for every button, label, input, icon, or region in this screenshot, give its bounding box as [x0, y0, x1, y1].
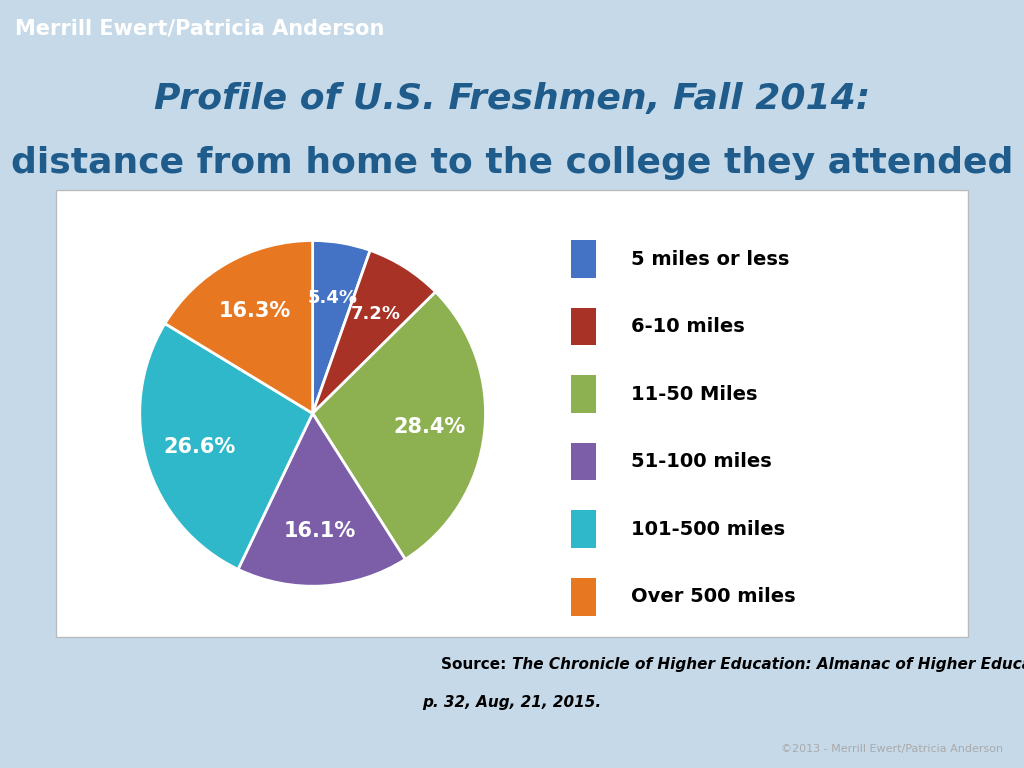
Text: distance from home to the college they attended: distance from home to the college they a… [11, 146, 1013, 180]
FancyBboxPatch shape [570, 240, 596, 278]
FancyBboxPatch shape [570, 308, 596, 346]
FancyBboxPatch shape [570, 376, 596, 413]
Text: 28.4%: 28.4% [393, 416, 466, 437]
Text: 11-50 Miles: 11-50 Miles [631, 385, 758, 404]
Text: 6-10 miles: 6-10 miles [631, 317, 744, 336]
FancyBboxPatch shape [570, 511, 596, 548]
Wedge shape [312, 240, 370, 413]
Text: 101-500 miles: 101-500 miles [631, 520, 785, 538]
Wedge shape [165, 240, 312, 413]
FancyBboxPatch shape [56, 190, 968, 637]
Wedge shape [139, 323, 312, 569]
Text: Profile of U.S. Freshmen, Fall 2014:: Profile of U.S. Freshmen, Fall 2014: [154, 81, 870, 116]
Text: 51-100 miles: 51-100 miles [631, 452, 772, 472]
Text: 5 miles or less: 5 miles or less [631, 250, 790, 269]
Wedge shape [312, 292, 485, 559]
Text: ©2013 - Merrill Ewert/Patricia Anderson: ©2013 - Merrill Ewert/Patricia Anderson [781, 743, 1004, 754]
Text: Merrill Ewert/Patricia Anderson: Merrill Ewert/Patricia Anderson [15, 18, 385, 38]
FancyBboxPatch shape [570, 443, 596, 481]
Text: 26.6%: 26.6% [164, 437, 237, 457]
Text: Source:: Source: [441, 657, 512, 671]
FancyBboxPatch shape [570, 578, 596, 615]
Text: 16.1%: 16.1% [284, 521, 355, 541]
Text: 16.3%: 16.3% [219, 301, 291, 321]
Text: 7.2%: 7.2% [350, 305, 400, 323]
Text: Over 500 miles: Over 500 miles [631, 588, 796, 606]
Wedge shape [312, 250, 435, 413]
Text: p. 32, Aug, 21, 2015.: p. 32, Aug, 21, 2015. [423, 695, 601, 710]
Text: 5.4%: 5.4% [307, 289, 357, 306]
Wedge shape [238, 413, 406, 586]
Text: The Chronicle of Higher Education: Almanac of Higher Education 2015-16; Vol. LXI: The Chronicle of Higher Education: Alman… [512, 657, 1024, 671]
